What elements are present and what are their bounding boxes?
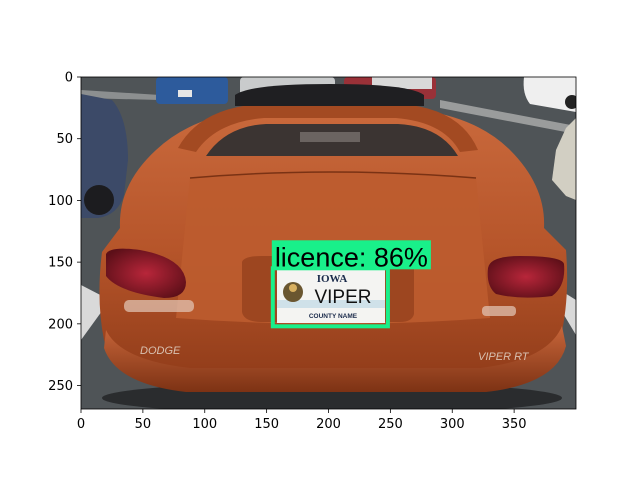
x-tick-label: 0 — [77, 417, 85, 432]
x-tick-label: 350 — [502, 417, 527, 432]
y-axis: 0 50 100 150 200 250 — [48, 71, 81, 394]
detection-label-background — [271, 240, 431, 270]
y-tick-label: 250 — [48, 379, 73, 394]
plate-number: VIPER — [314, 287, 371, 308]
license-plate: IOWA VIPER COUNTY NAME — [277, 268, 385, 323]
svg-text:DODGE: DODGE — [140, 345, 181, 357]
y-tick-label: 200 — [48, 317, 73, 332]
detections-layer: licence: 86% — [270, 240, 431, 329]
y-tick-label: 0 — [65, 71, 73, 86]
x-tick-label: 200 — [316, 417, 341, 432]
x-tick-label: 250 — [378, 417, 403, 432]
x-axis: 0 50 100 150 200 250 300 350 — [77, 409, 527, 432]
svg-text:VIPER RT: VIPER RT — [478, 351, 530, 363]
y-tick-label: 100 — [48, 194, 73, 209]
plate-county: COUNTY NAME — [309, 313, 358, 320]
plate-state: IOWA — [317, 273, 348, 285]
y-tick-label: 50 — [56, 132, 73, 147]
x-tick-label: 50 — [135, 417, 152, 432]
x-tick-label: 100 — [192, 417, 217, 432]
y-tick-label: 150 — [48, 256, 73, 271]
detection-label: licence: 86% — [275, 242, 428, 272]
x-tick-label: 300 — [440, 417, 465, 432]
x-tick-label: 150 — [254, 417, 279, 432]
